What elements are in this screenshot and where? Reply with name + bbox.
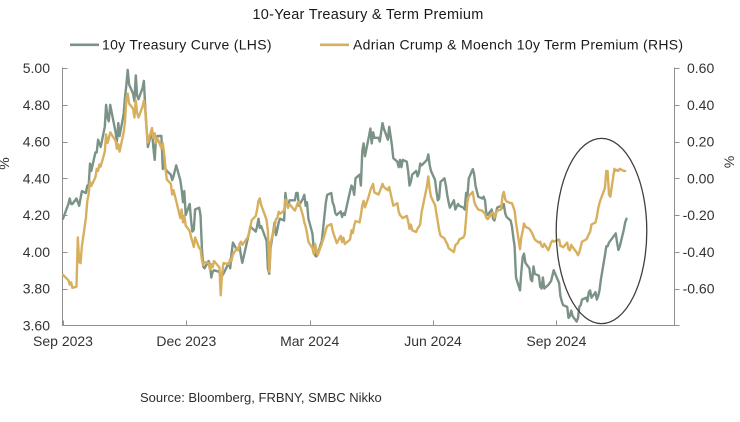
svg-text:%: % — [722, 156, 738, 168]
svg-text:5.00: 5.00 — [23, 60, 50, 76]
svg-text:Sep 2024: Sep 2024 — [526, 333, 586, 349]
svg-text:Dec 2023: Dec 2023 — [156, 333, 216, 349]
svg-text:4.40: 4.40 — [23, 170, 50, 186]
svg-text:Adrian Crump & Moench 10y Term: Adrian Crump & Moench 10y Term Premium (… — [353, 36, 683, 52]
svg-text:4.60: 4.60 — [23, 134, 50, 150]
svg-text:%: % — [0, 157, 12, 169]
svg-text:Mar 2024: Mar 2024 — [280, 333, 339, 349]
svg-text:4.20: 4.20 — [23, 207, 50, 223]
svg-text:-0.20: -0.20 — [683, 207, 715, 223]
svg-text:4.80: 4.80 — [23, 97, 50, 113]
svg-text:Source: Bloomberg, FRBNY, SMBC: Source: Bloomberg, FRBNY, SMBC Nikko — [140, 390, 382, 405]
svg-text:-0.40: -0.40 — [683, 244, 715, 260]
svg-text:0.40: 0.40 — [687, 97, 714, 113]
svg-text:0.00: 0.00 — [687, 170, 714, 186]
svg-text:-0.60: -0.60 — [683, 281, 715, 297]
svg-text:10y Treasury Curve (LHS): 10y Treasury Curve (LHS) — [102, 36, 272, 52]
svg-text:Jun 2024: Jun 2024 — [404, 333, 462, 349]
svg-text:4.00: 4.00 — [23, 244, 50, 260]
svg-text:0.60: 0.60 — [687, 60, 714, 76]
svg-text:3.60: 3.60 — [23, 317, 50, 333]
svg-text:0.20: 0.20 — [687, 134, 714, 150]
svg-text:3.80: 3.80 — [23, 281, 50, 297]
svg-text:Sep 2023: Sep 2023 — [33, 333, 93, 349]
svg-text:10-Year Treasury & Term Premiu: 10-Year Treasury & Term Premium — [252, 7, 483, 23]
